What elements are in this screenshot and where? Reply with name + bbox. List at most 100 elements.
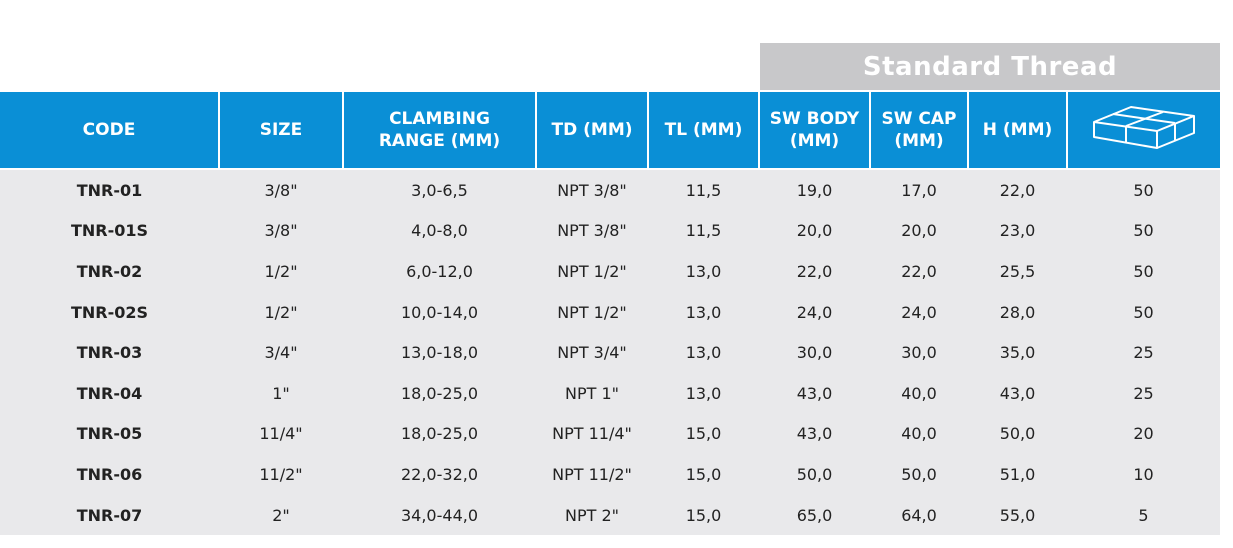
- table-row: TNR-03 3/4" 13,0-18,0 NPT 3/4" 13,0 30,0 30,0 3…: [0, 332, 1220, 373]
- cell-code: TNR-02S: [0, 291, 219, 333]
- table-row: TNR-06 11/2" 22,0-32,0 NPT 11/2" 15,0 50,0 50,…: [0, 454, 1220, 495]
- cell-td: NPT 11/2": [536, 454, 648, 495]
- cell-code: TNR-01S: [0, 210, 219, 252]
- cell-td: NPT 1/2": [536, 251, 648, 292]
- cell-tl: 13,0: [648, 332, 759, 373]
- cell-size: 3/4": [219, 332, 343, 373]
- cell-tl: 13,0: [648, 372, 759, 414]
- col-size: SIZE: [218, 92, 343, 169]
- cell-sw-cap: 30,0: [870, 332, 968, 373]
- cell-size: 1/2": [219, 251, 343, 292]
- table-row: TNR-05 11/4" 18,0-25,0 NPT 11/4" 15,0 43,0 40,…: [0, 413, 1220, 455]
- cell-clambing-range: 18,0-25,0: [343, 413, 536, 455]
- cell-code: TNR-04: [0, 372, 219, 414]
- cell-code: TNR-07: [0, 494, 219, 536]
- cell-h: 50,0: [968, 413, 1067, 455]
- table-row: TNR-07 2" 34,0-44,0 NPT 2" 15,0 65,0 64,0 55,0 5: [0, 494, 1220, 536]
- cell-tl: 15,0: [648, 494, 759, 536]
- cell-code: TNR-02: [0, 251, 219, 292]
- header-row: CODE SIZE CLAMBING RANGE (MM) TD (MM) TL…: [0, 92, 1220, 169]
- cell-sw-cap: 17,0: [870, 168, 968, 211]
- col-code: CODE: [0, 92, 219, 169]
- cell-package-qty: 10: [1067, 454, 1220, 495]
- cell-sw-cap: 24,0: [870, 291, 968, 333]
- cell-size: 11/4": [219, 413, 343, 455]
- cell-sw-cap: 40,0: [870, 413, 968, 455]
- cell-td: NPT 1": [536, 372, 648, 414]
- cell-sw-cap: 64,0: [870, 494, 968, 536]
- cell-sw-body: 50,0: [759, 454, 870, 495]
- cell-h: 22,0: [968, 168, 1067, 211]
- cell-clambing-range: 18,0-25,0: [343, 372, 536, 414]
- cell-clambing-range: 13,0-18,0: [343, 332, 536, 373]
- table-row: TNR-02 1/2" 6,0-12,0 NPT 1/2" 13,0 22,0 22,0 25…: [0, 251, 1220, 292]
- cell-tl: 11,5: [648, 210, 759, 252]
- cell-td: NPT 2": [536, 494, 648, 536]
- cell-clambing-range: 22,0-32,0: [343, 454, 536, 495]
- cell-clambing-range: 3,0-6,5: [343, 168, 536, 211]
- cell-tl: 13,0: [648, 291, 759, 333]
- cell-h: 55,0: [968, 494, 1067, 536]
- cell-package-qty: 25: [1067, 372, 1220, 414]
- cell-code: TNR-03: [0, 332, 219, 373]
- col-sw-cap: SW CAP (MM): [869, 92, 968, 169]
- cell-package-qty: 5: [1067, 494, 1220, 536]
- cell-size: 1": [219, 372, 343, 414]
- col-h: H (MM): [967, 92, 1067, 169]
- cell-h: 43,0: [968, 372, 1067, 414]
- cell-clambing-range: 10,0-14,0: [343, 291, 536, 333]
- cell-size: 11/2": [219, 454, 343, 495]
- cell-tl: 15,0: [648, 413, 759, 455]
- cell-sw-body: 22,0: [759, 251, 870, 292]
- col-package: [1066, 92, 1220, 169]
- cell-td: NPT 3/8": [536, 210, 648, 252]
- table-row: TNR-01S 3/8" 4,0-8,0 NPT 3/8" 11,5 20,0 20,0 23…: [0, 210, 1220, 252]
- cell-h: 25,5: [968, 251, 1067, 292]
- cell-size: 2": [219, 494, 343, 536]
- cell-sw-cap: 40,0: [870, 372, 968, 414]
- cell-sw-cap: 20,0: [870, 210, 968, 252]
- cell-sw-body: 43,0: [759, 372, 870, 414]
- cell-package-qty: 25: [1067, 332, 1220, 373]
- cell-td: NPT 3/4": [536, 332, 648, 373]
- product-spec-table: CODE SIZE CLAMBING RANGE (MM) TD (MM) TL…: [0, 92, 1220, 536]
- col-td: TD (MM): [535, 92, 648, 169]
- col-tl: TL (MM): [647, 92, 759, 169]
- cell-tl: 13,0: [648, 251, 759, 292]
- cell-size: 3/8": [219, 168, 343, 211]
- cell-code: TNR-06: [0, 454, 219, 495]
- cell-td: NPT 11/4": [536, 413, 648, 455]
- cell-package-qty: 20: [1067, 413, 1220, 455]
- cell-h: 23,0: [968, 210, 1067, 252]
- box-package-icon: [1093, 106, 1195, 149]
- table-row: TNR-01 3/8" 3,0-6,5 NPT 3/8" 11,5 19,0 17,0 22,…: [0, 168, 1220, 211]
- col-clambing-range: CLAMBING RANGE (MM): [342, 92, 536, 169]
- cell-clambing-range: 6,0-12,0: [343, 251, 536, 292]
- cell-sw-body: 43,0: [759, 413, 870, 455]
- cell-sw-cap: 22,0: [870, 251, 968, 292]
- cell-h: 51,0: [968, 454, 1067, 495]
- cell-sw-cap: 50,0: [870, 454, 968, 495]
- cell-td: NPT 1/2": [536, 291, 648, 333]
- cell-package-qty: 50: [1067, 291, 1220, 333]
- cell-sw-body: 20,0: [759, 210, 870, 252]
- cell-package-qty: 50: [1067, 210, 1220, 252]
- standard-thread-group-header: Standard Thread: [760, 43, 1220, 90]
- cell-package-qty: 50: [1067, 168, 1220, 211]
- cell-size: 1/2": [219, 291, 343, 333]
- cell-size: 3/8": [219, 210, 343, 252]
- col-sw-body: SW BODY (MM): [758, 92, 870, 169]
- cell-h: 35,0: [968, 332, 1067, 373]
- cell-code: TNR-01: [0, 168, 219, 211]
- cell-h: 28,0: [968, 291, 1067, 333]
- table-row: TNR-04 1" 18,0-25,0 NPT 1" 13,0 43,0 40,0 43,0 2…: [0, 372, 1220, 414]
- table-row: TNR-02S 1/2" 10,0-14,0 NPT 1/2" 13,0 24,0 24,0…: [0, 291, 1220, 333]
- cell-code: TNR-05: [0, 413, 219, 455]
- cell-package-qty: 50: [1067, 251, 1220, 292]
- cell-sw-body: 65,0: [759, 494, 870, 536]
- cell-clambing-range: 34,0-44,0: [343, 494, 536, 536]
- cell-clambing-range: 4,0-8,0: [343, 210, 536, 252]
- cell-sw-body: 19,0: [759, 168, 870, 211]
- cell-sw-body: 24,0: [759, 291, 870, 333]
- cell-sw-body: 30,0: [759, 332, 870, 373]
